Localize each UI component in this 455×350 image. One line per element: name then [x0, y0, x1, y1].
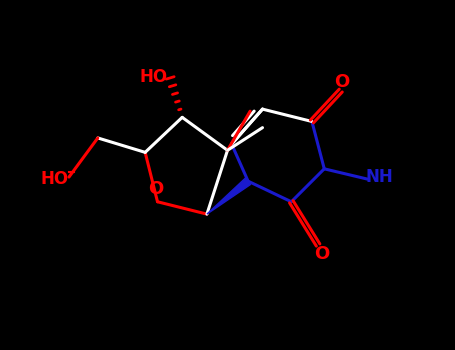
Text: HO: HO — [139, 68, 167, 86]
Text: HO: HO — [40, 170, 69, 188]
Text: O: O — [334, 72, 349, 91]
Text: NH: NH — [365, 168, 393, 186]
Text: O: O — [314, 245, 330, 263]
Text: O: O — [148, 180, 163, 198]
Polygon shape — [207, 178, 251, 214]
